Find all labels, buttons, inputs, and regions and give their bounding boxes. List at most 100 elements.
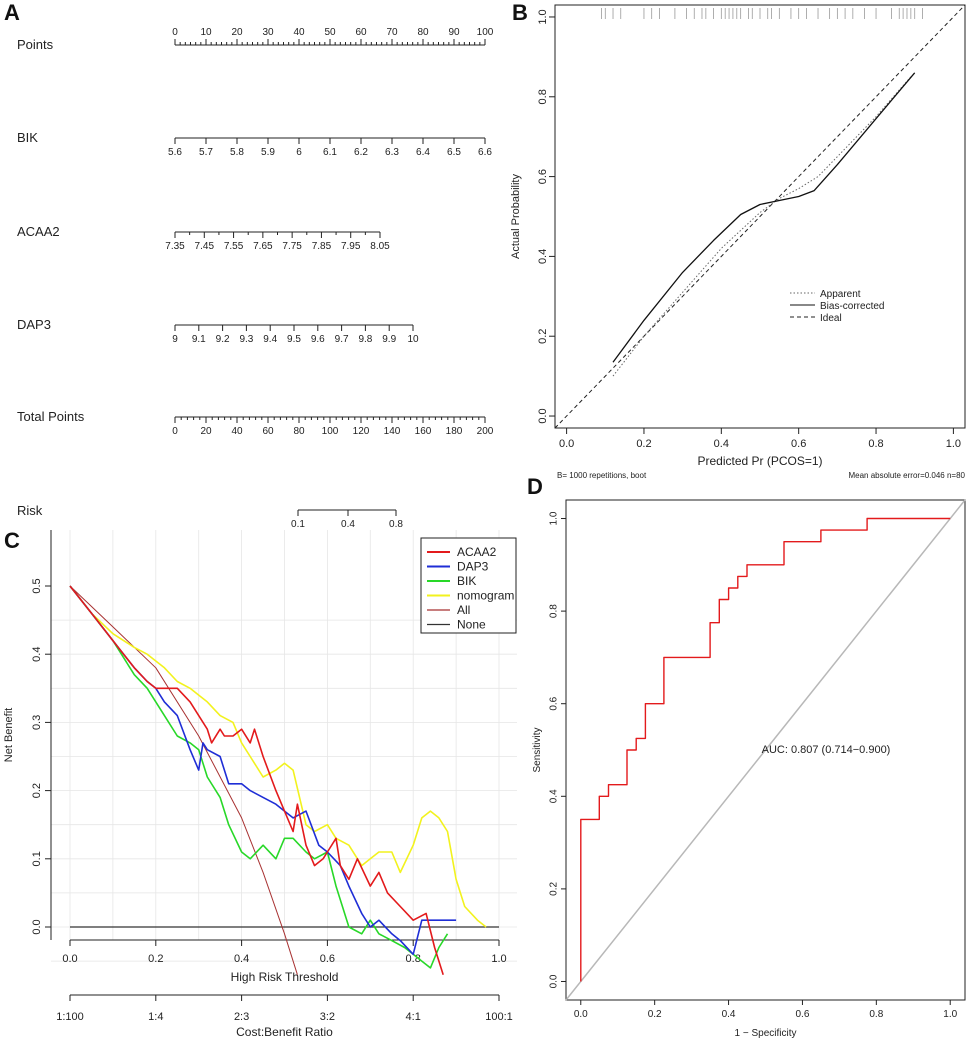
nomogram-tick-label-4-3: 60 — [262, 426, 274, 437]
decision-curve-acaa2 — [69, 585, 444, 975]
nomogram-tick-label-3-2: 9.2 — [216, 334, 230, 345]
nomogram-row-label-1: BIK — [17, 130, 38, 145]
nomogram-tick-label-3-4: 9.4 — [263, 334, 277, 345]
roc-y-tick-label-1: 0.2 — [549, 882, 560, 896]
roc-y-axis-title: Sensitivity — [532, 727, 543, 772]
nomogram-tick-label-3-3: 9.3 — [239, 334, 253, 345]
nomogram-tick-label-0-4: 40 — [293, 27, 305, 38]
calibration-y-axis-title: Actual Probability — [510, 174, 522, 259]
roc-x-tick-label-2: 0.4 — [722, 1009, 736, 1020]
nomogram-tick-label-3-5: 9.5 — [287, 334, 301, 345]
nomogram-tick-label-1-10: 6.6 — [478, 147, 492, 158]
nomogram-tick-label-5-1: 0.4 — [341, 519, 355, 530]
nomogram-tick-label-4-8: 160 — [415, 426, 432, 437]
nomogram-tick-label-2-5: 7.85 — [312, 241, 332, 252]
nomogram-tick-label-2-6: 7.95 — [341, 241, 361, 252]
nomogram-row-label-3: DAP3 — [17, 317, 51, 332]
nomogram-tick-label-0-1: 10 — [200, 27, 212, 38]
nomogram-tick-label-1-8: 6.4 — [416, 147, 430, 158]
decision-curve-nomogram — [69, 585, 487, 928]
nomogram-tick-label-3-10: 10 — [407, 334, 419, 345]
nomogram-tick-label-4-5: 100 — [322, 426, 339, 437]
calibration-y-tick-label-1: 0.2 — [537, 329, 549, 344]
calibration-x-tick-label-4: 0.8 — [868, 438, 883, 450]
decision-ratio-tick-label-5: 100:1 — [485, 1011, 513, 1023]
roc-y-tick-label-4: 0.8 — [549, 604, 560, 618]
nomogram-tick-label-1-9: 6.5 — [447, 147, 461, 158]
nomogram-row-label-5: Risk — [17, 503, 43, 518]
decision-ratio-tick-label-1: 1:4 — [148, 1011, 163, 1023]
nomogram-tick-label-0-7: 70 — [386, 27, 398, 38]
decision-ratio-axis-title: Cost:Benefit Ratio — [236, 1025, 333, 1039]
nomogram-tick-label-2-3: 7.65 — [253, 241, 273, 252]
roc-curve — [580, 517, 951, 982]
decision-curve-dap3 — [69, 585, 457, 956]
nomogram-tick-label-0-10: 100 — [477, 27, 494, 38]
nomogram-tick-label-5-2: 0.8 — [389, 519, 403, 530]
decision-ratio-tick-label-0: 1:100 — [56, 1011, 84, 1023]
decision-curve-bik — [69, 585, 449, 969]
decision-x-tick-label-5: 1.0 — [491, 953, 506, 965]
nomogram-tick-label-0-8: 80 — [417, 27, 429, 38]
nomogram-tick-label-4-1: 20 — [200, 426, 212, 437]
calibration-plot-frame — [554, 4, 966, 429]
nomogram-tick-label-0-2: 20 — [231, 27, 243, 38]
nomogram-tick-label-1-4: 6 — [296, 147, 302, 158]
calibration-ideal-line — [554, 4, 966, 429]
roc-x-tick-label-0: 0.0 — [574, 1009, 588, 1020]
decision-x-tick-label-2: 0.4 — [234, 953, 249, 965]
roc-x-axis-title: 1 − Specificity — [735, 1028, 797, 1039]
decision-legend-label-2: BIK — [457, 574, 476, 588]
nomogram-tick-label-4-10: 200 — [477, 426, 494, 437]
decision-legend-label-4: All — [457, 603, 470, 617]
nomogram-tick-label-0-6: 60 — [355, 27, 367, 38]
calibration-legend-label-0: Apparent — [820, 289, 861, 300]
roc-y-tick-label-3: 0.6 — [549, 696, 560, 710]
nomogram-tick-label-1-3: 5.9 — [261, 147, 275, 158]
decision-curve-all — [69, 585, 298, 975]
roc-x-tick-label-3: 0.6 — [795, 1009, 809, 1020]
nomogram-tick-label-2-7: 8.05 — [370, 241, 390, 252]
panel-label-d: D — [527, 474, 543, 499]
decision-legend-label-1: DAP3 — [457, 560, 489, 574]
calibration-footer-left: B= 1000 repetitions, boot — [557, 471, 647, 480]
calibration-x-tick-label-5: 1.0 — [946, 438, 961, 450]
decision-x-tick-label-4: 0.8 — [406, 953, 421, 965]
roc-x-tick-label-1: 0.2 — [648, 1009, 662, 1020]
nomogram-tick-label-2-4: 7.75 — [282, 241, 302, 252]
roc-auc-annotation: AUC: 0.807 (0.714−0.900) — [762, 744, 891, 756]
nomogram-tick-label-4-7: 140 — [384, 426, 401, 437]
nomogram-tick-label-1-1: 5.7 — [199, 147, 213, 158]
nomogram-tick-label-1-6: 6.2 — [354, 147, 368, 158]
decision-legend-label-3: nomogram — [457, 589, 514, 603]
calibration-x-axis-title: Predicted Pr (PCOS=1) — [697, 454, 822, 468]
decision-x-tick-label-1: 0.2 — [148, 953, 163, 965]
nomogram-tick-label-3-9: 9.9 — [382, 334, 396, 345]
decision-legend-label-0: ACAA2 — [457, 545, 497, 559]
calibration-bias-corrected-line — [612, 72, 916, 363]
calibration-x-tick-label-3: 0.6 — [791, 438, 806, 450]
decision-x-tick-label-0: 0.0 — [62, 953, 77, 965]
decision-ratio-tick-label-2: 2:3 — [234, 1011, 249, 1023]
decision-legend-box — [420, 537, 517, 634]
nomogram-tick-label-1-2: 5.8 — [230, 147, 244, 158]
nomogram-tick-label-4-6: 120 — [353, 426, 370, 437]
panel-label-a: A — [4, 0, 20, 25]
decision-y-tick-label-5: 0.5 — [31, 578, 43, 593]
nomogram-tick-label-3-7: 9.7 — [335, 334, 349, 345]
calibration-x-tick-label-0: 0.0 — [559, 438, 574, 450]
decision-y-tick-label-2: 0.2 — [31, 783, 43, 798]
panel-label-b: B — [512, 0, 528, 25]
calibration-x-tick-label-1: 0.2 — [636, 438, 651, 450]
decision-y-tick-label-3: 0.3 — [31, 715, 43, 730]
nomogram-tick-label-4-2: 40 — [231, 426, 243, 437]
decision-y-tick-label-1: 0.1 — [31, 851, 43, 866]
nomogram-tick-label-3-0: 9 — [172, 334, 178, 345]
decision-y-tick-label-0: 0.0 — [31, 919, 43, 934]
decision-y-tick-label-4: 0.4 — [31, 647, 43, 662]
roc-plot-frame — [565, 499, 966, 1001]
decision-y-axis-title: Net Benefit — [3, 708, 15, 762]
nomogram-tick-label-1-5: 6.1 — [323, 147, 337, 158]
decision-ratio-tick-label-4: 4:1 — [406, 1011, 421, 1023]
